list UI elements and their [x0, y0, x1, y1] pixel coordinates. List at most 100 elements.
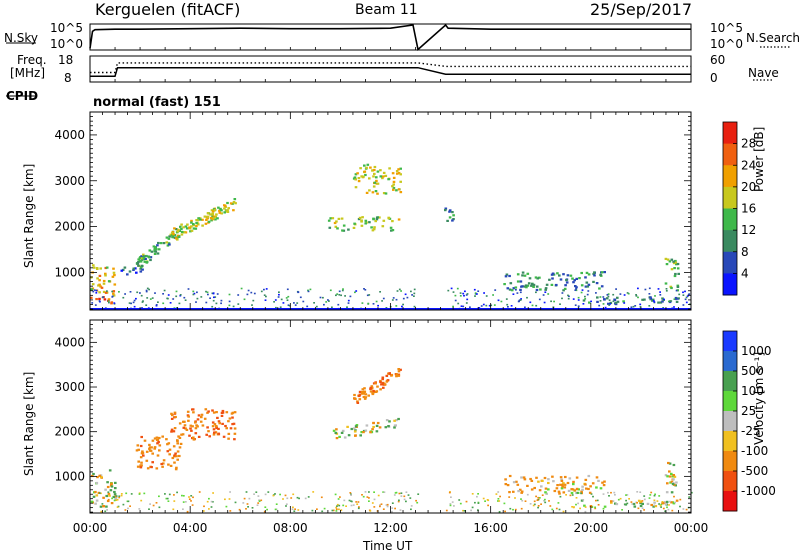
- power-cell: [463, 294, 465, 297]
- power-cell: [174, 237, 178, 240]
- power-cell: [607, 302, 610, 305]
- power-cell: [517, 300, 520, 303]
- power-cell: [379, 291, 381, 293]
- velocity-cell: [170, 428, 174, 431]
- power-cell: [154, 292, 156, 294]
- power-cell: [328, 300, 330, 302]
- velocity-cell: [567, 489, 571, 492]
- velocity-cell: [597, 504, 600, 506]
- power-cell: [582, 303, 585, 305]
- velocity-cell: [670, 501, 673, 504]
- power-cell: [364, 222, 367, 225]
- velocity-cell: [568, 477, 572, 480]
- velocity-cell: [379, 505, 381, 508]
- power-cell: [669, 300, 671, 302]
- velocity-cell: [256, 504, 259, 506]
- velocity-cell: [617, 498, 620, 501]
- power-cell: [668, 300, 672, 304]
- velocity-cell: [155, 502, 158, 504]
- power-cell: [107, 280, 111, 283]
- velocity-cell: [192, 411, 195, 414]
- velocity-cell: [670, 491, 674, 494]
- power-cell: [336, 293, 339, 295]
- velocity-cell: [610, 501, 613, 504]
- power-cell: [327, 219, 331, 222]
- power-cell: [223, 211, 226, 214]
- velocity-cell: [176, 440, 179, 443]
- power-cell: [527, 282, 531, 285]
- velocity-cell: [672, 463, 676, 467]
- power-cell: [361, 216, 364, 219]
- power-cell: [587, 283, 591, 286]
- power-cell: [519, 299, 522, 301]
- power-cell: [581, 289, 584, 291]
- power-cell: [505, 273, 509, 276]
- velocity-cell: [504, 483, 508, 486]
- noise-tick-bottom-right: 10^0: [710, 37, 743, 51]
- velocity-cell: [365, 424, 369, 427]
- power-cell: [123, 266, 127, 269]
- power-cell: [385, 307, 388, 309]
- power-cell: [462, 292, 465, 295]
- velocity-cell: [544, 501, 547, 504]
- velocity-cell: [212, 492, 214, 494]
- velocity-cell: [514, 508, 517, 511]
- power-cell: [90, 288, 93, 291]
- power-cell: [363, 164, 366, 167]
- power-cell: [95, 289, 98, 292]
- power-cell: [368, 177, 371, 180]
- velocity-cell: [654, 493, 656, 496]
- power-cell: [485, 295, 488, 297]
- power-cell: [568, 295, 570, 298]
- power-cell: [346, 306, 348, 308]
- velocity-cell: [233, 411, 237, 414]
- velocity-cell: [445, 509, 448, 512]
- power-cell: [145, 289, 148, 292]
- velocity-cell: [679, 505, 681, 508]
- power-cell: [104, 274, 107, 277]
- velocity-cell: [125, 492, 128, 495]
- power-cell: [613, 298, 616, 301]
- velocity-cell: [138, 493, 141, 495]
- power-cell: [600, 285, 604, 288]
- power-cell: [375, 218, 379, 221]
- power-cell: [384, 192, 388, 195]
- power-cell: [211, 292, 214, 295]
- velocity-cell: [160, 462, 163, 466]
- power-cell: [672, 260, 675, 263]
- velocity-cell: [671, 501, 674, 504]
- power-cell: [592, 272, 595, 276]
- velocity-cell: [355, 501, 358, 503]
- power-cell: [590, 300, 592, 303]
- velocity-cell: [581, 485, 584, 488]
- velocity-cell: [403, 495, 406, 498]
- velocity-cell: [673, 475, 677, 478]
- velocity-cell: [376, 385, 379, 388]
- power-cell: [648, 293, 651, 295]
- velocity-cell: [381, 378, 384, 381]
- velocity-cell: [224, 424, 227, 428]
- power-cell: [138, 256, 142, 260]
- velocity-cell: [189, 427, 192, 430]
- velocity-cell: [304, 497, 307, 500]
- velocity-cell: [671, 475, 675, 478]
- velocity-cell: [228, 498, 231, 500]
- power-cell: [474, 295, 476, 297]
- velocity-cell: [188, 496, 190, 498]
- power-cell: [526, 272, 530, 275]
- power-cell: [448, 210, 451, 213]
- velocity-cell: [562, 510, 565, 513]
- power-cell: [606, 294, 609, 296]
- velocity-cell: [346, 425, 349, 428]
- power-cell: [302, 300, 305, 303]
- velocity-cell: [653, 499, 656, 502]
- power-cell: [580, 291, 583, 294]
- velocity-cell: [395, 375, 398, 378]
- power-cell: [535, 304, 538, 307]
- velocity-cell: [610, 491, 612, 494]
- velocity-cell: [155, 467, 159, 470]
- power-cell: [212, 210, 215, 213]
- velocity-cell: [157, 441, 160, 444]
- velocity-cell: [583, 504, 586, 507]
- power-cell: [577, 305, 580, 307]
